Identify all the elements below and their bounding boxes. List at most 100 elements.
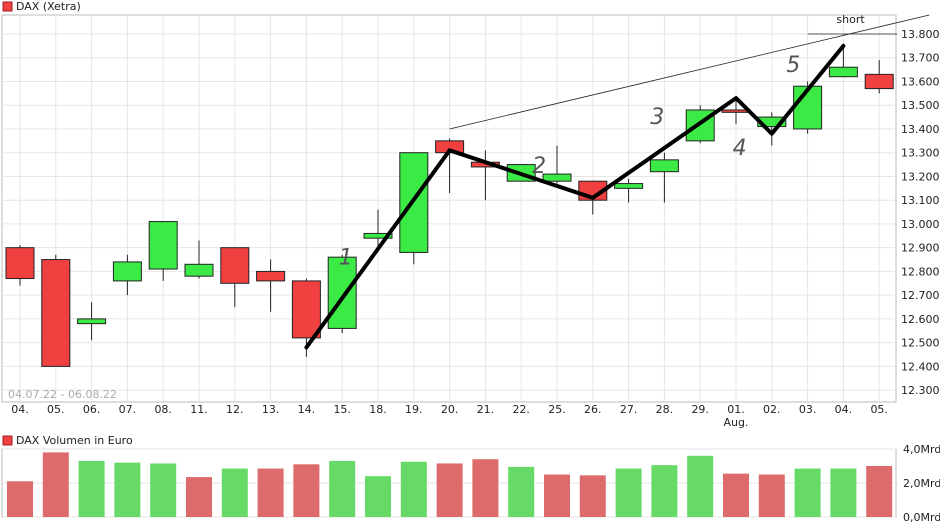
volume-bar (615, 468, 642, 517)
volume-title: DAX Volumen in Euro (16, 434, 133, 447)
wave-label: 1 (339, 245, 353, 270)
candle-body (363, 232, 393, 239)
candle-body (148, 221, 178, 270)
price-plot-area (1, 14, 897, 403)
short-label: short (836, 13, 865, 26)
candle-body (828, 66, 858, 78)
volume-bar (221, 468, 248, 517)
volume-bar (508, 466, 535, 517)
x-tick-label: 05. (47, 403, 65, 416)
date-range: 04.07.22 - 06.08.22 (8, 388, 117, 401)
price-title: DAX (Xetra) (16, 0, 81, 13)
candle-body (220, 247, 250, 284)
candle-body (5, 247, 35, 280)
price-y-tick-label: 12.600 (901, 313, 940, 326)
x-tick-label: 13. (262, 403, 280, 416)
volume-y-tick-label: 2,0Mrd (903, 477, 940, 490)
elliott-wave-path (304, 43, 846, 350)
volume-bar (544, 474, 570, 517)
x-tick-label: 27. (620, 403, 638, 416)
volume-bar (42, 452, 69, 517)
volume-bars (7, 452, 893, 517)
price-y-tick-label: 12.300 (901, 384, 940, 397)
volume-bar (651, 465, 678, 517)
volume-y-ticks: 0,0Mrd 2,0Mrd 4,0Mrd (903, 443, 940, 524)
x-tick-label: 06. (83, 403, 101, 416)
candle-body (256, 270, 286, 282)
volume-bar (78, 460, 105, 517)
x-tick-label: 21. (477, 403, 495, 416)
volume-legend-swatch (2, 435, 13, 446)
x-tick-label: 04. (835, 403, 853, 416)
volume-bar (436, 463, 463, 517)
x-tick-label: 14. (298, 403, 316, 416)
wave-label: 5 (786, 53, 800, 78)
volume-bar (723, 473, 749, 517)
volume-bar (866, 466, 893, 517)
x-tick-label: 22. (512, 403, 530, 416)
x-tick-label: 20. (441, 403, 459, 416)
x-tick-label: 12. (226, 403, 244, 416)
x-tick-label: 02. (763, 403, 781, 416)
candle-body (291, 280, 321, 339)
wave-label: 3 (650, 105, 664, 130)
price-y-tick-label: 13.200 (901, 170, 940, 183)
price-grid (2, 15, 896, 402)
price-y-tick-label: 13.400 (901, 123, 940, 136)
candle-body (614, 183, 644, 189)
price-y-tick-label: 12.900 (901, 242, 940, 255)
volume-panel: DAX Volumen in Euro 0,0Mrd 2,0Mrd 4,0Mrd (1, 434, 940, 524)
volume-bar (472, 459, 499, 517)
x-tick-label: 07. (119, 403, 137, 416)
price-y-tick-label: 13.100 (901, 194, 940, 207)
price-y-tick-label: 13.800 (901, 28, 940, 41)
price-y-ticks: 12.300 12.400 12.500 12.600 12.700 12.800 12.9… (901, 28, 940, 397)
price-y-tick-label: 12.400 (901, 360, 940, 373)
volume-bar (186, 477, 212, 517)
price-y-tick-label: 12.500 (901, 337, 940, 350)
volume-bar (257, 468, 284, 517)
price-y-tick-label: 12.700 (901, 289, 940, 302)
volume-bar (293, 464, 320, 517)
candle-body (327, 256, 357, 329)
price-y-tick-label: 13.500 (901, 99, 940, 112)
x-tick-label: 25. (548, 403, 566, 416)
volume-bar (830, 468, 857, 517)
x-tick-label: 08. (154, 403, 172, 416)
price-legend-swatch (2, 1, 13, 12)
volume-y-tick-label: 0,0Mrd (903, 511, 940, 524)
volume-y-tick-label: 4,0Mrd (903, 443, 940, 456)
candle-body (77, 318, 107, 325)
x-ticks: 04. 05. 06. 07. 08. 11. 12. 13. 14. 15. 18. 19. 20. 2… (11, 403, 888, 429)
wave-label: 2 (532, 154, 546, 179)
candle-body (184, 263, 214, 277)
candle-body (542, 173, 572, 182)
price-y-tick-label: 13.000 (901, 218, 940, 231)
annotation-overlay: short 1 2 3 4 5 (304, 13, 930, 350)
x-tick-label: 18. (369, 403, 387, 416)
volume-bar (150, 463, 177, 517)
x-tick-label: 28. (656, 403, 674, 416)
candle-body (864, 73, 894, 90)
volume-bar (758, 474, 785, 517)
volume-bar (579, 475, 606, 517)
volume-bar (114, 462, 141, 517)
wave-label: 4 (733, 136, 747, 161)
x-tick-label: 15. (333, 403, 351, 416)
candle-body (112, 261, 142, 282)
x-tick-label: 03. (799, 403, 817, 416)
volume-bar (329, 460, 356, 517)
price-y-tick-label: 13.600 (901, 75, 940, 88)
x-tick-label: 05. (870, 403, 888, 416)
x-month-label: Aug. (724, 416, 749, 429)
x-tick-label: 01. (727, 403, 745, 416)
volume-bar (7, 481, 33, 517)
x-tick-label: 19. (405, 403, 423, 416)
volume-bar (794, 468, 821, 517)
candles (5, 43, 894, 367)
price-y-tick-label: 13.300 (901, 147, 940, 160)
price-panel: 12.300 12.400 12.500 12.600 12.700 12.800 12.9… (1, 0, 940, 429)
x-tick-label: 04. (11, 403, 29, 416)
price-y-tick-label: 12.800 (901, 265, 940, 278)
